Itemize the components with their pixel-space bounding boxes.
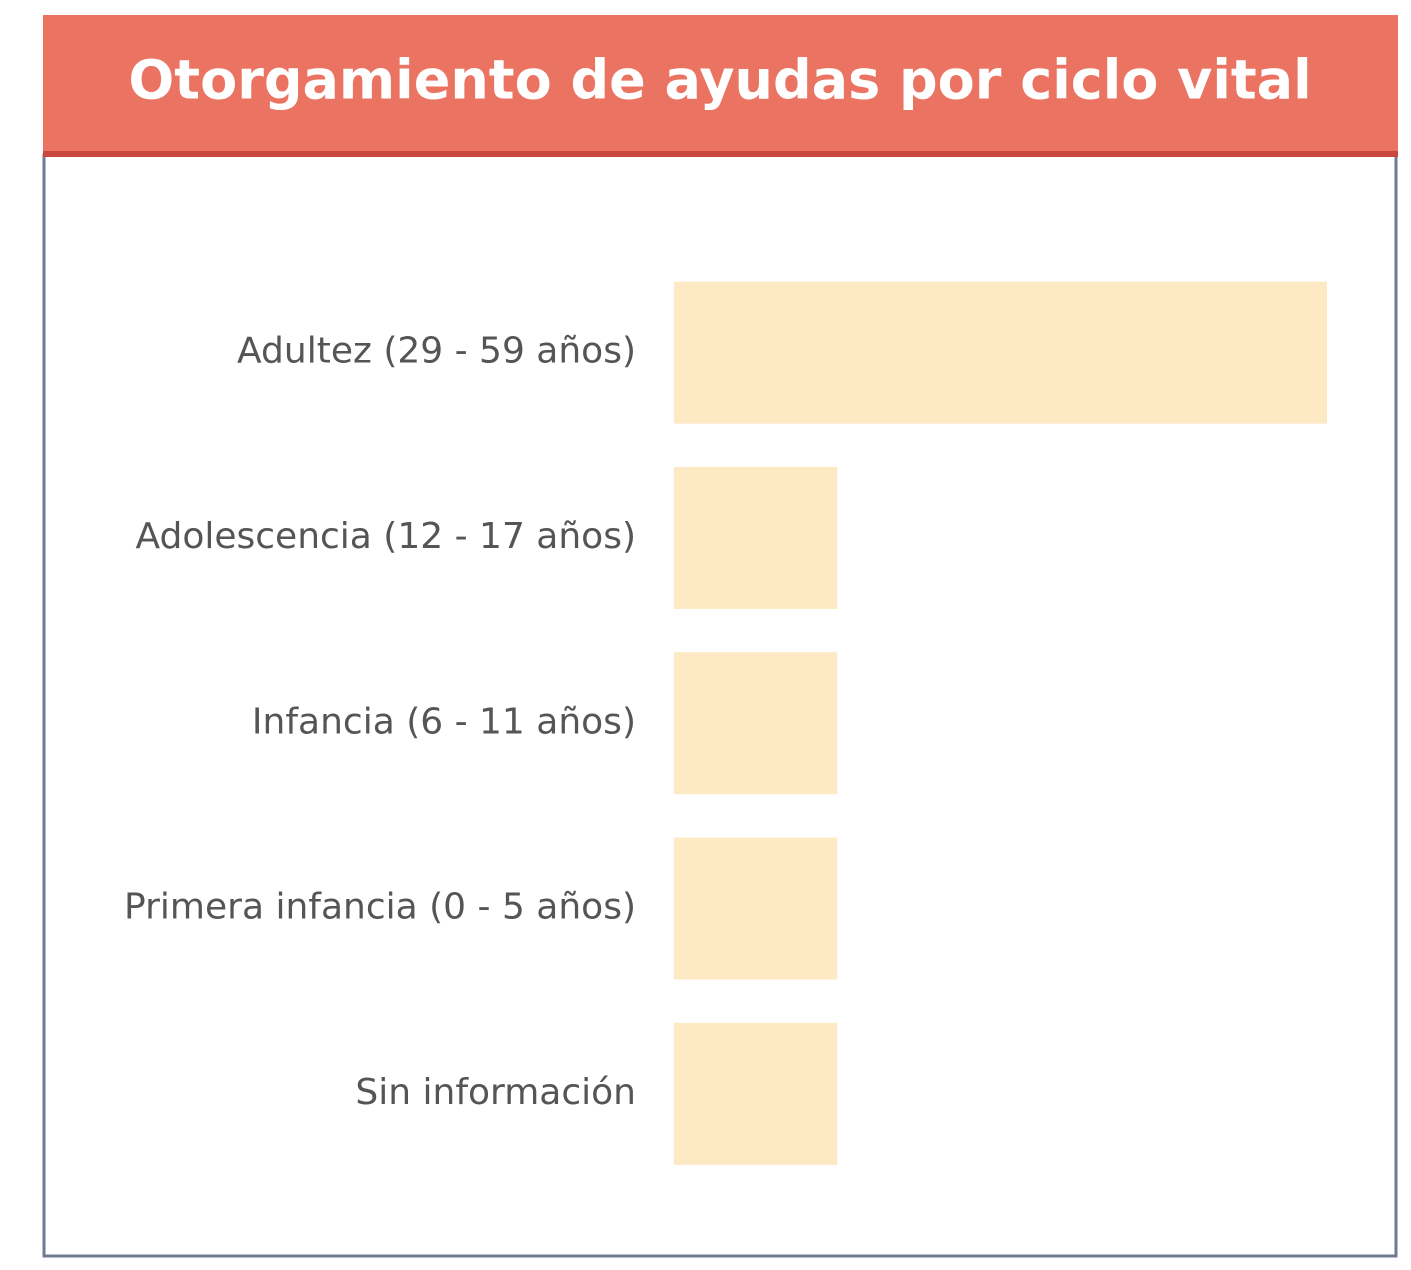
bar	[674, 837, 838, 980]
bar	[674, 466, 838, 609]
header-rule	[43, 151, 1398, 157]
chart-title: Otorgamiento de ayudas por ciclo vital	[128, 49, 1311, 112]
y-tick-label: Primera infancia (0 - 5 años)	[124, 887, 636, 928]
header	[43, 15, 1398, 155]
bar	[674, 1022, 838, 1165]
y-tick-label: Adolescencia (12 - 17 años)	[135, 516, 636, 557]
bar	[674, 281, 1327, 424]
y-tick-label: Sin información	[355, 1072, 636, 1113]
y-tick-label: Adultez (29 - 59 años)	[237, 331, 636, 372]
bar	[674, 652, 838, 795]
y-tick-label: Infancia (6 - 11 años)	[252, 701, 636, 742]
